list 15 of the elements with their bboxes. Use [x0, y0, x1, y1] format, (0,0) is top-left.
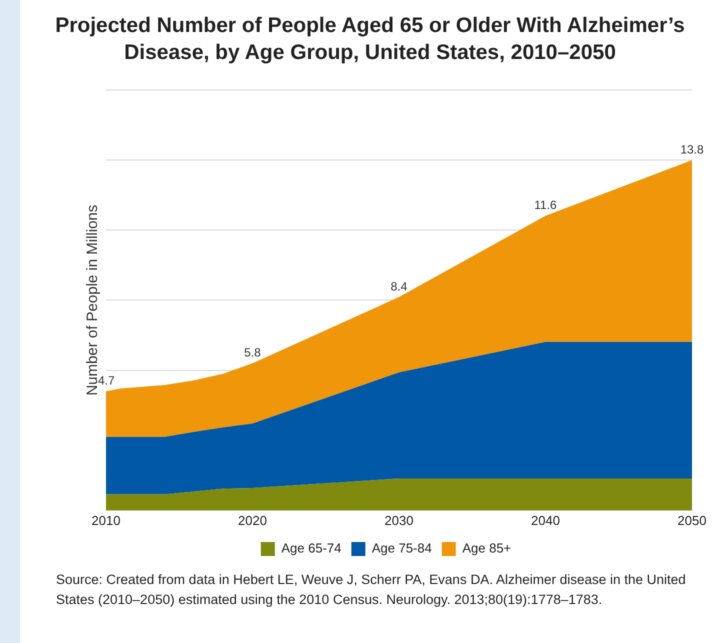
- annotation: 11.6: [534, 198, 558, 212]
- chart-title: Projected Number of People Aged 65 or Older With Alzheimer’s Disease, by Age Group, United States, 2010–2050: [54, 13, 686, 66]
- annotation: 13.8: [680, 142, 704, 156]
- legend-label: Age 85+: [462, 540, 512, 556]
- x-tick-label: 2030: [384, 512, 414, 528]
- annotation: 5.8: [244, 346, 262, 360]
- x-tick-label: 2040: [531, 512, 560, 528]
- source-note: Source: Created from data in Hebert LE, Weuve J, Scherr PA, Evans DA. Alzheimer disease in the United States (2010–2050) estimated using the 2010 Census. Neurology. 2013;80(19):1778–1783.: [56, 571, 687, 609]
- annotation: 8.4: [390, 279, 408, 294]
- x-tick-label: 2050: [678, 512, 706, 528]
- x-tick-label: 2020: [238, 512, 267, 528]
- legend-label: Age 75-84: [372, 540, 432, 556]
- annotation: 4.7: [98, 374, 116, 388]
- legend-label: Age 65-74: [281, 540, 342, 556]
- x-tick-label: 2010: [92, 512, 120, 528]
